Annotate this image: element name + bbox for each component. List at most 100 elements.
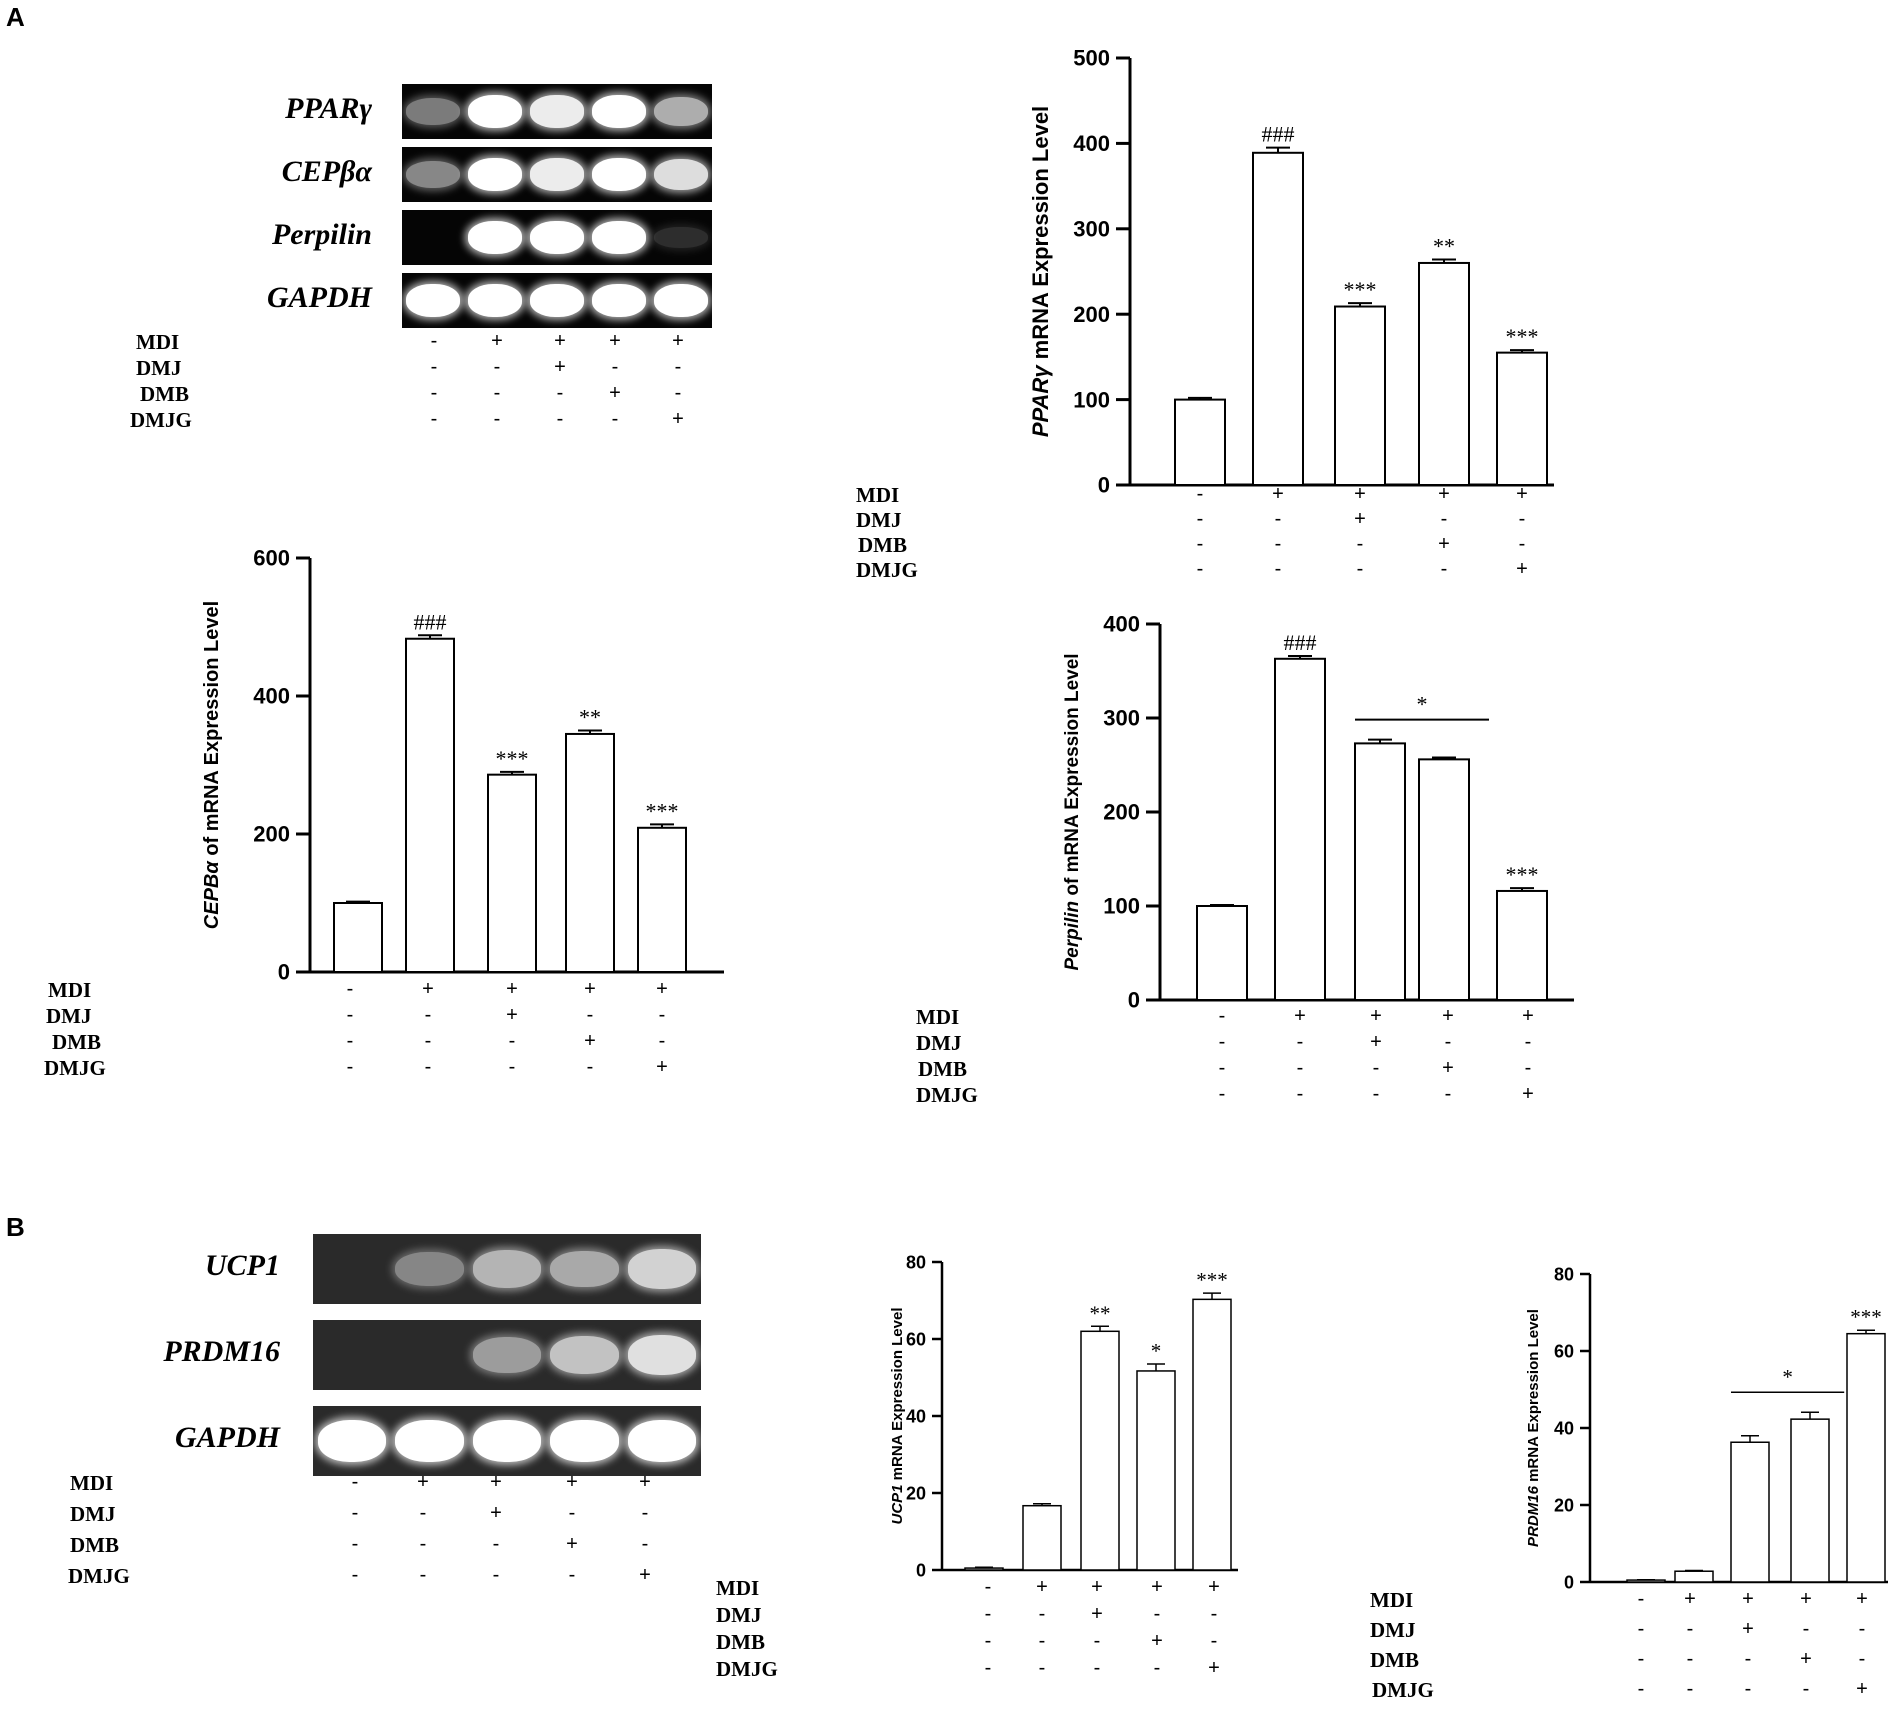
gel-strip: [402, 210, 712, 265]
treatment-sign: -: [1296, 1057, 1304, 1079]
bracket-label: *: [1782, 1365, 1793, 1389]
bar: [964, 1567, 1004, 1571]
treatment-label: DMJ: [70, 1502, 116, 1526]
treatment-sign: +: [566, 1533, 578, 1555]
y-axis-label-italic: Perpilin: [1062, 901, 1083, 971]
gel-band: [628, 1334, 697, 1376]
gel-band: [472, 1420, 542, 1462]
y-tick-label: 300: [1103, 706, 1140, 731]
y-axis-label-rest: mRNA Expression Level: [1028, 106, 1053, 366]
ppargamma-bar-chart: 0 100 200 300 400 500 PPARγ mRNA Expression Le…: [1028, 46, 1554, 498]
treatment-sign: -: [1210, 1603, 1218, 1625]
gel-row-label: PPARγ: [285, 91, 372, 125]
treatment-sign: -: [658, 1004, 666, 1026]
treatment-sign: +: [1151, 1576, 1163, 1598]
treatment-sign: +: [490, 1471, 502, 1493]
y-tick-label: 40: [1554, 1418, 1574, 1438]
treatment-sign: +: [584, 978, 596, 1000]
treatment-sign: -: [556, 382, 564, 404]
bar: [1252, 151, 1304, 486]
treatment-sign: -: [346, 1030, 354, 1052]
significance-label: **: [1433, 234, 1455, 259]
bar: [1496, 351, 1548, 486]
bar: [1354, 742, 1406, 1001]
treatment-sign: -: [430, 330, 438, 352]
y-axis-label: CEPBα of mRNA Expression Level: [201, 601, 223, 929]
treatment-sign: -: [351, 1533, 359, 1555]
treatment-sign: -: [351, 1502, 359, 1524]
bar: [1274, 657, 1326, 1001]
treatment-sign: -: [1444, 1083, 1452, 1105]
treatment-sign: -: [1637, 1618, 1645, 1640]
gel-band: [529, 221, 585, 254]
bar: [1022, 1504, 1062, 1571]
treatment-sign: -: [424, 1030, 432, 1052]
treatment-sign: -: [430, 382, 438, 404]
treatment-sign: +: [639, 1564, 651, 1586]
gel-band: [550, 1420, 619, 1462]
gel-band: [653, 158, 709, 191]
treatment-sign: -: [1210, 1630, 1218, 1652]
treatment-sign: +: [672, 330, 684, 352]
y-axis-label-rest: of mRNA Expression Level: [201, 601, 223, 861]
treatment-label: DMB: [918, 1057, 967, 1081]
treatment-label: MDI: [716, 1576, 760, 1600]
y-axis-label-italic: PPARγ: [1028, 364, 1053, 437]
y-tick-label: 80: [1554, 1264, 1574, 1284]
treatment-sign: +: [1742, 1588, 1754, 1610]
y-tick-label: 400: [253, 684, 290, 709]
bar: [1334, 305, 1386, 486]
gel-row-label: UCP1: [205, 1249, 280, 1282]
bracket-label: *: [1417, 692, 1428, 717]
significance-label: **: [1090, 1301, 1111, 1325]
treatment-sign: -: [1372, 1057, 1380, 1079]
treatment-sign: -: [1038, 1657, 1046, 1679]
bar: [1730, 1441, 1770, 1583]
gel-band: [653, 226, 709, 249]
treatment-label: DMJG: [716, 1657, 778, 1681]
treatment-sign: -: [351, 1471, 359, 1493]
treatment-sign: +: [1856, 1588, 1868, 1610]
y-axis-label-rest: mRNA Expression Level: [1525, 1309, 1542, 1486]
bar: [1196, 905, 1248, 1001]
y-axis-label: PPARγ mRNA Expression Level: [1028, 106, 1053, 437]
treatment-sign: +: [1800, 1588, 1812, 1610]
treatment-sign: +: [1856, 1678, 1868, 1700]
treatment-sign: -: [430, 356, 438, 378]
treatment-sign: -: [1153, 1603, 1161, 1625]
treatment-label: DMJ: [1370, 1618, 1416, 1642]
treatment-sign: +: [609, 330, 621, 352]
significance-label: **: [579, 705, 601, 730]
treatment-sign: -: [674, 382, 682, 404]
treatment-label: DMJG: [130, 408, 192, 432]
panel-b-label: B: [6, 1212, 25, 1242]
treatment-sign: +: [1800, 1648, 1812, 1670]
significance-label: ***: [1506, 324, 1539, 349]
treatment-sign: +: [491, 330, 503, 352]
y-axis-label-rest: of mRNA Expression Level: [1062, 653, 1083, 900]
gel-band: [467, 95, 523, 128]
gel-row-label: Perpilin: [271, 217, 372, 251]
treatment-label: DMB: [52, 1030, 101, 1054]
gel-band: [628, 1420, 697, 1462]
gel-strip: [402, 84, 712, 139]
gel-band: [591, 158, 647, 191]
gel-strip: [402, 147, 712, 202]
treatment-label: DMJ: [136, 356, 182, 380]
treatment-sign: -: [1518, 533, 1526, 555]
treatment-sign: -: [1440, 558, 1448, 580]
treatment-sign: +: [609, 382, 621, 404]
significance-label: ***: [1506, 862, 1539, 887]
treatment-sign: +: [1370, 1031, 1382, 1053]
treatment-sign: -: [1372, 1083, 1380, 1105]
treatment-sign: -: [1637, 1588, 1645, 1610]
gel-band: [628, 1249, 697, 1289]
treatment-sign: +: [1354, 508, 1366, 530]
treatment-sign: +: [506, 978, 518, 1000]
y-tick-label: 60: [1554, 1341, 1574, 1361]
treatment-sign: -: [586, 1056, 594, 1078]
significance-label: ***: [646, 798, 679, 823]
treatment-sign: +: [639, 1471, 651, 1493]
gel-band: [405, 160, 461, 189]
